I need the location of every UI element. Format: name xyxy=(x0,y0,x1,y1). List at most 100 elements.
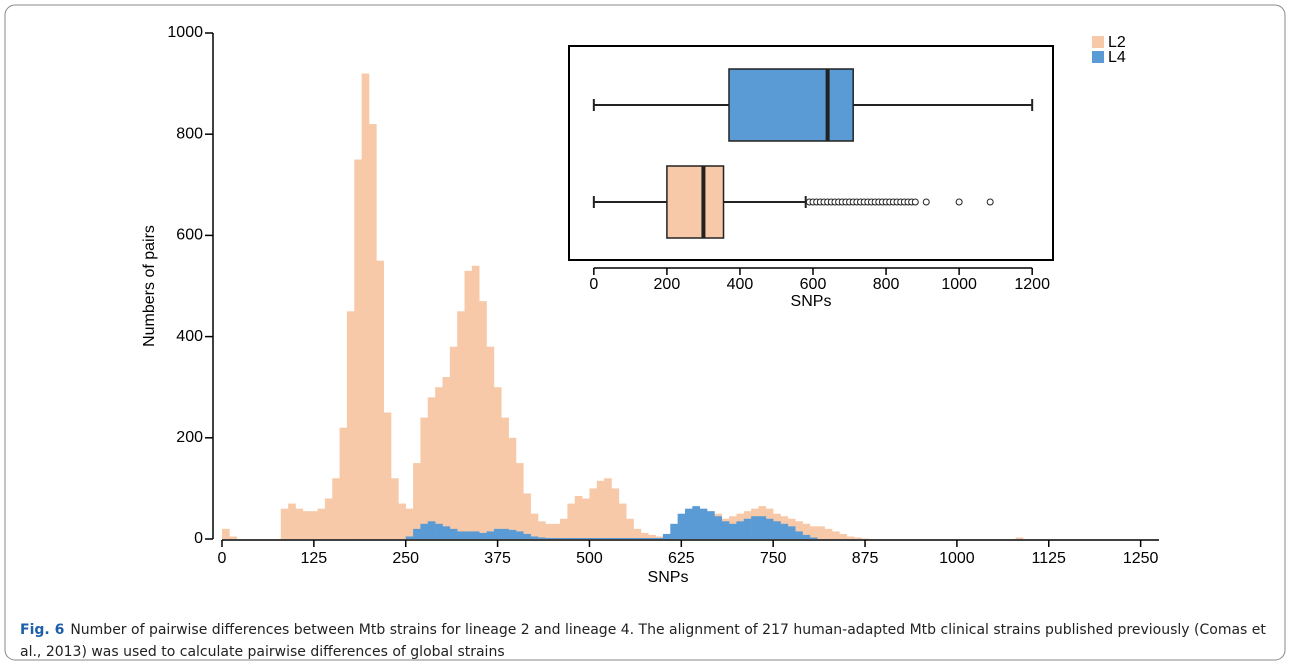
x-tick-label: 875 xyxy=(852,550,879,567)
histogram-bar xyxy=(582,537,590,539)
histogram-bar xyxy=(758,516,767,539)
histogram-bar xyxy=(508,529,517,539)
histogram-bar xyxy=(684,508,693,539)
histogram-bar xyxy=(824,528,833,539)
histogram-bar xyxy=(530,536,539,539)
legend-swatch xyxy=(1092,51,1104,63)
histogram-bar xyxy=(618,537,627,539)
histogram-bar xyxy=(442,377,451,539)
histogram-bar xyxy=(611,488,620,539)
histogram-bar xyxy=(861,538,870,539)
histogram-bar xyxy=(493,528,502,539)
box xyxy=(728,68,854,142)
histogram-bar xyxy=(552,523,561,539)
histogram-bar xyxy=(809,526,818,539)
histogram-bar xyxy=(670,523,678,539)
histogram-bar xyxy=(596,480,605,539)
outlier xyxy=(922,198,930,206)
histogram-bar xyxy=(457,311,465,539)
x-tick-label: 0 xyxy=(218,550,227,567)
histogram-bar xyxy=(560,518,568,539)
histogram-bar xyxy=(361,73,370,539)
histogram-bar xyxy=(714,516,723,539)
histogram-bar xyxy=(523,493,531,539)
histogram-bar xyxy=(846,536,855,539)
histogram-bar xyxy=(280,508,289,539)
histogram-bar xyxy=(538,521,546,539)
histogram-bar xyxy=(398,503,407,539)
histogram-bar xyxy=(464,270,473,539)
histogram-bar xyxy=(449,528,458,539)
histogram-bar xyxy=(486,346,495,539)
histogram-bar xyxy=(435,523,443,539)
legend-label: L2 xyxy=(1108,34,1126,51)
histogram-bar xyxy=(655,536,664,539)
histogram-bar xyxy=(802,534,811,539)
y-axis-label: Numbers of pairs xyxy=(141,225,158,347)
histogram-bar xyxy=(501,417,509,539)
histogram-bar xyxy=(648,537,656,539)
histogram-bar xyxy=(324,498,333,539)
inset-x-tick-label: 1000 xyxy=(941,276,977,293)
histogram-bar xyxy=(655,537,664,539)
legend-label: L4 xyxy=(1108,49,1126,66)
histogram-bar xyxy=(449,346,458,539)
histogram-bar xyxy=(633,528,642,539)
caption-text: Number of pairwise differences between M… xyxy=(20,622,1266,660)
histogram-bar xyxy=(604,537,612,539)
histogram-bar xyxy=(538,537,546,539)
histogram-bar xyxy=(795,521,803,539)
histogram-bar xyxy=(464,531,473,539)
x-tick-label: 1125 xyxy=(1032,550,1067,567)
histogram-bar xyxy=(405,508,414,539)
histogram-bar xyxy=(229,536,237,539)
histogram-bar xyxy=(501,528,509,539)
histogram-bar xyxy=(574,495,583,539)
histogram-bar xyxy=(427,521,436,539)
histogram-bar xyxy=(596,537,605,539)
legend-swatch xyxy=(1092,36,1104,48)
histogram-bar xyxy=(626,518,634,539)
histogram-bar xyxy=(346,311,355,539)
inset-x-tick-label: 800 xyxy=(873,276,900,293)
histogram-bar xyxy=(427,397,436,539)
histogram-bar xyxy=(222,528,230,539)
caption: Fig. 6 Number of pairwise differences bet… xyxy=(20,619,1270,663)
histogram-bar xyxy=(699,508,708,539)
histogram-bar xyxy=(545,523,554,539)
frame xyxy=(4,4,1286,661)
inset-x-tick-label: 600 xyxy=(800,276,827,293)
histogram-bar xyxy=(626,537,634,539)
histogram-bar xyxy=(332,478,340,539)
histogram-bar xyxy=(611,537,620,539)
histogram-bar xyxy=(471,531,480,539)
histogram-bar xyxy=(677,513,686,539)
histogram-bar xyxy=(809,537,818,539)
outlier xyxy=(955,198,963,206)
histogram-bar xyxy=(339,427,348,539)
histogram-bar xyxy=(442,526,451,539)
outlier xyxy=(911,198,919,206)
histogram-bar xyxy=(721,521,730,539)
histogram-bar xyxy=(383,412,392,539)
histogram-bar xyxy=(420,523,429,539)
caption-label: Fig. 6 xyxy=(20,622,65,638)
histogram-bar xyxy=(457,531,465,539)
x-tick-label: 250 xyxy=(392,550,419,567)
y-tick-label: 0 xyxy=(194,530,203,547)
histogram-bar xyxy=(743,518,752,539)
histogram-bar xyxy=(692,506,700,539)
histogram-bar xyxy=(662,533,671,539)
x-tick-label: 500 xyxy=(576,550,603,567)
histogram-bar xyxy=(574,537,583,539)
inset-x-tick-label: 200 xyxy=(654,276,681,293)
y-tick-label: 1000 xyxy=(167,24,203,41)
histogram-bar xyxy=(604,478,612,539)
histogram-bar xyxy=(582,498,590,539)
histogram-bar xyxy=(773,521,781,539)
histogram-bar xyxy=(707,511,715,539)
x-tick-label: 375 xyxy=(484,550,511,567)
x-axis-label: SNPs xyxy=(648,569,689,586)
histogram-bar xyxy=(640,537,649,539)
